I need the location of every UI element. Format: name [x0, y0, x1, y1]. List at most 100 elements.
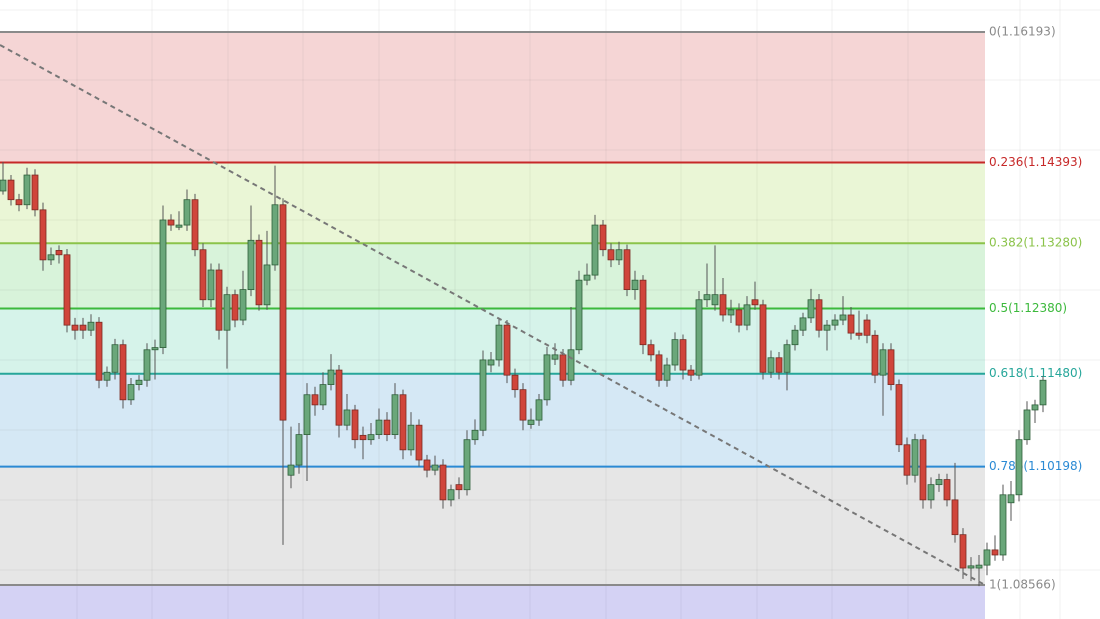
candle-body	[135, 379, 143, 385]
fib-level-label: 0(1.16193)	[989, 24, 1056, 38]
candle-body	[167, 219, 175, 226]
candle-body	[927, 484, 935, 501]
candle-body	[391, 394, 399, 436]
candle-body	[791, 329, 799, 346]
candle-body	[239, 289, 247, 321]
candle-body	[199, 249, 207, 301]
candle-body	[1031, 404, 1039, 411]
candle-body	[687, 369, 695, 376]
candle-body	[271, 204, 279, 266]
candle-body	[367, 434, 375, 441]
candle-body	[1015, 439, 1023, 496]
candle-body	[31, 174, 39, 211]
candle-body	[527, 419, 535, 425]
candle-body	[783, 344, 791, 373]
candle-body	[855, 332, 863, 336]
candle-body	[71, 324, 79, 331]
candle-body	[919, 439, 927, 501]
fib-zone	[0, 584, 985, 619]
candle-body	[679, 339, 687, 371]
candle-body	[519, 389, 527, 421]
candle-body	[799, 317, 807, 331]
candle-body	[543, 354, 551, 401]
trend-line	[0, 44, 986, 586]
candle-body	[287, 464, 295, 476]
candle-body	[191, 199, 199, 251]
candle-body	[935, 479, 943, 486]
candle-body	[807, 299, 815, 319]
candle-body	[879, 349, 887, 376]
candle-body	[447, 489, 455, 501]
candle-body	[39, 209, 47, 261]
candle-body	[335, 369, 343, 426]
candle-body	[407, 424, 415, 451]
candle-body	[871, 334, 879, 376]
candle-body	[591, 224, 599, 276]
fib-level-label: 0.236(1.14393)	[989, 155, 1082, 169]
candle-body	[247, 239, 255, 290]
candle-body	[703, 294, 711, 301]
candle-body	[455, 484, 463, 491]
candle-body	[775, 357, 783, 373]
candle-body	[159, 219, 167, 349]
fib-level-label: 0.618(1.11480)	[989, 366, 1082, 380]
candle-body	[255, 239, 263, 306]
candle-body	[215, 269, 223, 331]
candle-body	[551, 354, 559, 360]
candle-body	[559, 354, 567, 381]
candle-body	[295, 434, 303, 466]
candle-body	[911, 439, 919, 476]
candle-body	[487, 359, 495, 366]
candle-body	[423, 459, 431, 471]
candle-body	[1023, 409, 1031, 441]
candle-body	[471, 429, 479, 441]
candle-body	[743, 304, 751, 326]
candle-body	[535, 399, 543, 421]
candle-body	[55, 250, 63, 256]
candle-body	[631, 279, 639, 290]
candle-body	[567, 349, 575, 381]
candle-body	[735, 309, 743, 326]
candle-body	[47, 254, 55, 261]
candle-body	[79, 324, 87, 331]
candle-body	[511, 374, 519, 391]
candle-body	[263, 264, 271, 306]
candle-body	[759, 304, 767, 373]
fib-level-label: 0.382(1.13280)	[989, 236, 1082, 250]
candle-body	[143, 349, 151, 381]
candle-body	[1039, 379, 1047, 406]
candle-body	[111, 344, 119, 373]
candle-body	[719, 294, 727, 316]
candle-body	[767, 357, 775, 373]
candle-body	[815, 299, 823, 331]
candle-body	[119, 344, 127, 401]
fib-zone	[0, 466, 985, 585]
fib-zone	[0, 243, 985, 309]
candle-body	[7, 179, 15, 201]
candle-body	[575, 279, 583, 351]
candle-body	[967, 565, 975, 569]
candle-body	[727, 309, 735, 316]
candle-body	[999, 494, 1007, 556]
candle-body	[695, 299, 703, 376]
candle-body	[383, 419, 391, 436]
candle-body	[327, 369, 335, 385]
candle-body	[663, 364, 671, 381]
candle-body	[903, 444, 911, 476]
fib-zone	[0, 373, 985, 467]
candle-body	[623, 249, 631, 290]
candle-body	[895, 384, 903, 446]
candle-body	[399, 394, 407, 451]
candle-body	[95, 321, 103, 381]
candle-body	[951, 499, 959, 536]
candle-body	[655, 354, 663, 381]
candle-body	[479, 359, 487, 431]
candle-body	[615, 249, 623, 261]
candle-body	[343, 409, 351, 426]
candle-body	[503, 324, 511, 376]
fib-level-label: 1(1.08566)	[989, 577, 1056, 591]
candle-body	[207, 269, 215, 301]
candle-body	[319, 384, 327, 406]
